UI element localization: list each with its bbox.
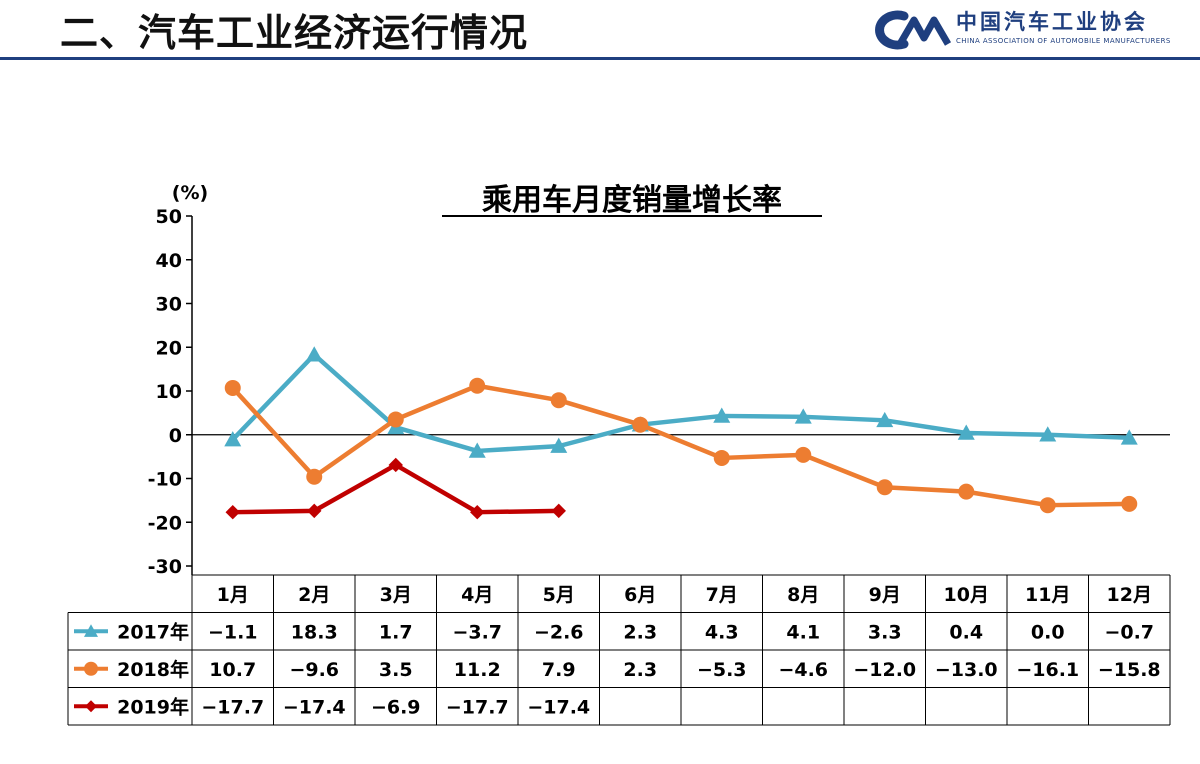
x-tick-label: 6月 [624,584,656,606]
data-point [958,483,975,500]
x-tick-label: 1月 [217,584,249,606]
legend-marker [85,700,97,713]
data-point [1121,495,1138,512]
data-label: −9.6 [289,659,339,681]
data-point [387,411,404,428]
data-label: −0.7 [1104,621,1154,643]
data-point [794,408,812,424]
data-point [307,503,322,519]
data-label: −15.8 [1098,659,1161,681]
x-tick-label: 3月 [380,584,412,606]
data-point [551,503,566,519]
caam-logo-icon [875,10,952,50]
data-label: −17.7 [446,696,509,718]
plot-series [224,346,1138,520]
data-label: 7.9 [542,659,576,681]
data-point [225,504,240,520]
data-label: 18.3 [291,621,338,643]
y-tick-label: 30 [156,294,182,316]
data-table: 1月 2月 3月 4月 5月 6月 7月 8月 9月 10月 11月 12月 2017年 −1.1 18.3… [67,574,1171,726]
data-label: −17.7 [201,696,264,718]
data-label: 10.7 [209,659,256,681]
data-label: 3.5 [379,659,413,681]
data-point [224,431,242,447]
data-label: 0.4 [949,621,983,643]
x-tick-label: 12月 [1107,584,1152,606]
logo-subtitle: CHINA ASSOCIATION OF AUTOMOBILE MANUFACT… [956,37,1171,45]
data-point [306,468,323,485]
x-tick-label: 7月 [706,584,738,606]
y-tick-label: 40 [156,250,182,272]
data-point [1039,497,1056,514]
y-tick-label: 20 [156,337,182,359]
y-tick-label: 10 [156,381,182,403]
data-label: −1.1 [208,621,258,643]
logo-name: 中国汽车工业协会 [956,10,1148,34]
y-tick-label: 50 [156,206,182,228]
y-tick-label: -30 [148,556,182,578]
data-label: −17.4 [527,696,590,718]
data-point [468,442,486,458]
data-label: −3.7 [452,621,502,643]
data-point [713,449,730,466]
data-label: −16.1 [1016,659,1079,681]
header-divider [0,57,1200,60]
x-tick-label: 10月 [944,584,989,606]
data-label: −12.0 [853,659,916,681]
data-point [957,424,975,440]
data-point [1120,429,1138,445]
x-tick-label: 11月 [1025,584,1070,606]
data-label: 0.0 [1031,621,1065,643]
legend-marker [84,624,98,637]
data-point [388,457,403,473]
data-point [632,416,649,433]
x-tick-label: 5月 [543,584,575,606]
y-axis-unit: (%) [172,182,208,204]
slide-title: 二、汽车工业经济运行情况 [60,11,529,55]
data-label: −6.9 [371,696,421,718]
data-label: 2.3 [623,659,657,681]
y-axis: 50 40 30 20 10 0 -10 -20 -30 [148,206,1170,578]
data-point [550,437,568,453]
data-label: −13.0 [935,659,998,681]
y-tick-label: -10 [148,469,182,491]
data-point [305,346,323,362]
data-point [713,407,731,423]
y-tick-label: -20 [148,512,182,534]
series-line [231,383,1130,508]
data-label: −2.6 [534,621,584,643]
data-label: 2.3 [623,621,657,643]
legend-label: 2018年 [117,658,189,681]
series-line [231,352,1130,454]
data-label: 4.1 [786,621,820,643]
data-label: −17.4 [283,696,346,718]
data-point [876,479,893,496]
data-label: 1.7 [379,621,413,643]
x-tick-label: 2月 [298,584,330,606]
data-label: −4.6 [778,659,828,681]
y-tick-label: 0 [169,425,182,447]
data-point [550,392,567,409]
data-point [470,504,485,520]
data-point [224,379,241,396]
x-tick-label: 8月 [787,584,819,606]
data-point [795,446,812,463]
legend-marker [84,661,98,676]
data-point [1039,426,1057,442]
data-label: −5.3 [697,659,747,681]
data-label: 4.3 [705,621,739,643]
data-point [876,411,894,428]
legend-label: 2019年 [117,695,189,718]
data-label: 3.3 [868,621,902,643]
data-point [469,377,486,394]
x-tick-label: 9月 [869,584,901,606]
x-tick-label: 4月 [461,584,493,606]
data-label: 11.2 [454,659,501,681]
caam-logo: 中国汽车工业协会 CHINA ASSOCIATION OF AUTOMOBILE… [864,4,1184,52]
legend-label: 2017年 [117,620,189,643]
chart-title: 乘用车月度销量增长率 [482,183,782,218]
